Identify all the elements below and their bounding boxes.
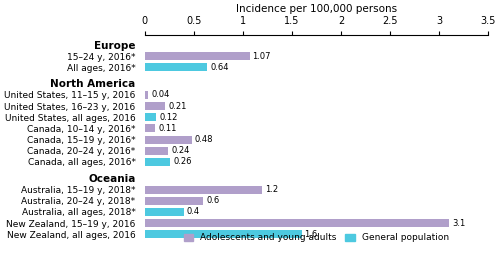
Text: 0.24: 0.24 — [171, 146, 190, 155]
Text: 1.07: 1.07 — [252, 52, 271, 61]
Text: 0.11: 0.11 — [158, 124, 176, 133]
Bar — [144, 102, 165, 110]
Bar — [144, 197, 204, 205]
Bar — [144, 63, 208, 71]
Bar — [144, 186, 262, 194]
Bar — [144, 52, 250, 60]
Bar — [144, 208, 184, 216]
Text: 1.2: 1.2 — [266, 185, 278, 194]
Bar — [144, 113, 156, 121]
Text: 1.6: 1.6 — [304, 230, 318, 239]
Text: 0.64: 0.64 — [210, 63, 229, 72]
Text: 0.6: 0.6 — [206, 196, 220, 205]
Bar — [144, 136, 192, 144]
Legend: Adolescents and young adults, General population: Adolescents and young adults, General po… — [180, 230, 452, 246]
Bar — [144, 125, 156, 132]
Text: 0.26: 0.26 — [173, 157, 192, 167]
Bar — [144, 230, 302, 238]
Text: 0.4: 0.4 — [187, 207, 200, 217]
Text: 0.48: 0.48 — [194, 135, 213, 144]
Bar — [144, 158, 170, 166]
Text: 3.1: 3.1 — [452, 219, 465, 228]
Text: 0.21: 0.21 — [168, 102, 186, 111]
Text: 0.04: 0.04 — [152, 90, 170, 99]
Text: 0.12: 0.12 — [160, 113, 178, 122]
Bar — [144, 219, 449, 227]
Bar — [144, 91, 148, 99]
Bar — [144, 147, 168, 155]
X-axis label: Incidence per 100,000 persons: Incidence per 100,000 persons — [236, 4, 397, 14]
